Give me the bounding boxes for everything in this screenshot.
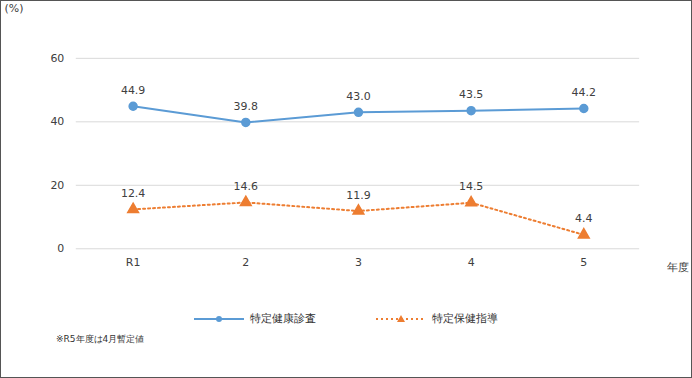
html-text:※R5年度は4月暫定値: ※R5年度は4月暫定値 (56, 334, 145, 344)
svg-text:0: 0 (57, 242, 64, 255)
svg-text:44.2: 44.2 (572, 86, 596, 99)
svg-text:年度: 年度 (667, 261, 689, 274)
svg-text:14.6: 14.6 (234, 180, 258, 193)
svg-text:20: 20 (50, 179, 64, 192)
svg-text:4.4: 4.4 (575, 212, 592, 225)
svg-text:43.0: 43.0 (346, 90, 370, 103)
svg-text:14.5: 14.5 (459, 180, 483, 193)
svg-text:40: 40 (50, 115, 64, 128)
html-text:特定保健指導: 特定保健指導 (432, 312, 498, 325)
svg-text:60: 60 (50, 52, 64, 65)
svg-text:12.4: 12.4 (121, 187, 145, 200)
svg-text:5: 5 (580, 256, 587, 269)
svg-text:43.5: 43.5 (459, 88, 483, 101)
html-text:特定健康診査: 特定健康診査 (250, 312, 316, 325)
svg-text:44.9: 44.9 (121, 84, 145, 97)
svg-text:3: 3 (355, 256, 362, 269)
svg-text:2: 2 (242, 256, 249, 269)
svg-text:4: 4 (468, 256, 475, 269)
svg-text:R1: R1 (126, 256, 141, 269)
svg-text:39.8: 39.8 (234, 100, 258, 113)
svg-text:11.9: 11.9 (346, 189, 370, 202)
svg-text:(%): (%) (4, 2, 23, 15)
